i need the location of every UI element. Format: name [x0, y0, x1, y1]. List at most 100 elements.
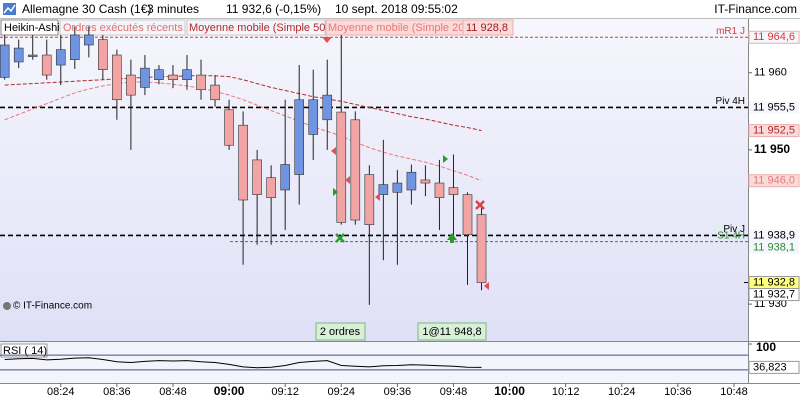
candle-body — [476, 214, 487, 283]
rsi-title[interactable]: RSI ( 14) — [3, 345, 47, 357]
x-tick-label: 10:24 — [608, 386, 636, 398]
rsi-value-box — [748, 360, 800, 374]
legend-orders[interactable]: Ordres exécutés récents — [63, 22, 183, 34]
datetime: 10 sept. 2018 09:55:02 — [335, 2, 458, 16]
app-icon-line — [3, 4, 16, 14]
price-label: 11 932,7 — [753, 288, 795, 300]
candle-body — [154, 69, 164, 80]
legend-box[interactable] — [186, 19, 326, 36]
price-label: 11 946,0 — [753, 175, 795, 187]
moving-average — [4, 75, 482, 132]
marks: 11 930 11 950 11 960 08:24 08:36 08:48 09:00 09… — [0, 26, 800, 398]
legend-candles[interactable]: Heikin-Ashi — [4, 22, 60, 34]
legend-ma50[interactable]: Moyenne mobile (Simple 50) — [189, 22, 329, 34]
order-marker — [322, 37, 332, 43]
rsi-title-box[interactable] — [0, 343, 48, 358]
x-tick-label: 10:12 — [552, 386, 580, 398]
order-marker — [375, 193, 380, 201]
y-tick-label: 11 960 — [754, 67, 787, 79]
price-label: 11 952,5 — [753, 125, 795, 137]
instrument: Allemagne 30 Cash (1€) — [22, 2, 151, 16]
candle-body — [322, 94, 333, 121]
level-name: S1 4H — [717, 230, 745, 241]
candle-body — [252, 159, 262, 195]
y-tick-label: 11 950 — [754, 142, 790, 156]
x-tick-label: 08:24 — [47, 386, 75, 398]
copyright: © IT-Finance.com — [13, 301, 92, 312]
candle-body — [13, 47, 24, 63]
last-price: 11 932,6 (-0,15%) — [226, 2, 321, 16]
x-tick-label: 08:48 — [159, 386, 187, 398]
candle-body — [350, 119, 361, 221]
x-tick-label: 09:48 — [440, 386, 468, 398]
price-label-box — [748, 124, 800, 138]
price-label-box — [748, 30, 800, 44]
order-marker — [335, 233, 345, 243]
candle-body — [140, 67, 150, 88]
moving-average — [4, 81, 482, 182]
level-name: Piv 4H — [716, 96, 745, 107]
candle-body — [406, 171, 417, 191]
candle-body — [364, 174, 375, 225]
candle-body — [294, 99, 305, 175]
x-tick-label: 09:24 — [328, 386, 356, 398]
order-marker — [475, 200, 485, 210]
order-marker — [484, 282, 489, 290]
x-tick-label: 09:36 — [384, 386, 412, 398]
candle-body — [336, 111, 347, 223]
rsi-tick-label: 100 — [756, 340, 776, 354]
candle-body — [112, 54, 122, 101]
candle-body — [378, 184, 389, 195]
price-label: 11 938,9 — [753, 229, 795, 241]
x-tick-label: 10:36 — [664, 386, 692, 398]
candle-body — [98, 39, 108, 70]
candle-body — [448, 187, 459, 195]
annotation[interactable]: 1@11 948,8 — [422, 326, 481, 338]
level-name: mR1 J — [716, 26, 745, 37]
x-tick-label: 09:12 — [271, 386, 299, 398]
brand: IT-Finance.com — [714, 2, 797, 16]
interval: 3 minutes — [147, 2, 199, 16]
annotation-box[interactable] — [315, 322, 366, 341]
candle-body — [55, 49, 66, 66]
legend-ma20[interactable]: Moyenne mobile (Simple 20) — [328, 22, 468, 34]
candle-body — [0, 44, 10, 78]
legend-box[interactable] — [59, 19, 186, 36]
candle-body — [392, 182, 403, 193]
order-marker — [333, 188, 338, 196]
legend-box[interactable] — [0, 19, 59, 36]
order-marker — [331, 147, 336, 155]
rsi-area — [0, 342, 748, 383]
candle-body — [420, 179, 431, 184]
order-markers — [322, 37, 489, 290]
candle-body — [126, 74, 136, 96]
annotation-box[interactable] — [417, 322, 487, 341]
candle-body — [266, 177, 276, 198]
order-marker — [345, 176, 350, 184]
annotation[interactable]: 2 ordres — [320, 326, 361, 338]
price-label-box — [748, 288, 800, 302]
candle-body — [182, 69, 192, 80]
candle-body — [84, 34, 94, 46]
candle-body — [238, 124, 248, 201]
brand-dot — [3, 302, 11, 310]
candle-body — [168, 74, 178, 80]
price-label-box — [749, 229, 799, 242]
rsi-value-label: 36,823 — [753, 361, 787, 373]
candle-body — [27, 54, 38, 57]
price-label-box — [749, 241, 799, 254]
x-tick-label: 08:36 — [103, 386, 131, 398]
price-label: 11 932,8 — [753, 276, 795, 288]
price-label-box — [749, 101, 799, 114]
level-name: Piv J — [723, 224, 745, 235]
candle-body — [308, 99, 319, 135]
x-tick-label: 09:00 — [214, 384, 245, 398]
price-label-box — [748, 174, 800, 188]
candle-body — [196, 74, 206, 91]
rsi-line — [4, 357, 482, 369]
x-tick-label: 10:00 — [494, 384, 525, 398]
price-label: 11 955,5 — [753, 101, 795, 113]
